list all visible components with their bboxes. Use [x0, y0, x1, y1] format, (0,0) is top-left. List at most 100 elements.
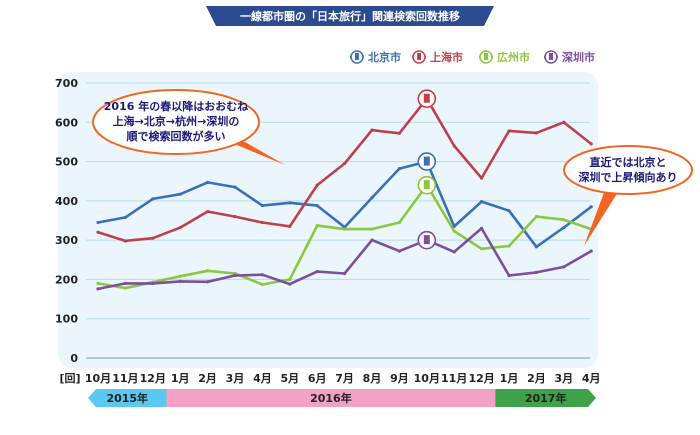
- data-point: [260, 282, 264, 287]
- data-point: [123, 286, 127, 290]
- tower-icon: [423, 180, 430, 190]
- temple-icon: [423, 156, 430, 166]
- data-point: [562, 218, 566, 222]
- callout-1-line-3: 順で検索回数が多い: [127, 129, 226, 143]
- data-point: [315, 183, 319, 187]
- data-point: [343, 161, 347, 166]
- data-point: [288, 224, 292, 228]
- data-point: [343, 227, 347, 231]
- series-markers: [417, 89, 437, 250]
- data-point: [480, 226, 484, 230]
- y-tick-label: 200: [55, 273, 78, 286]
- x-tick-label: 3月: [226, 372, 245, 385]
- data-point: [397, 167, 401, 171]
- series-points: [96, 97, 593, 291]
- legend-label: 深圳市: [562, 50, 595, 64]
- year-band-label: 2017年: [525, 391, 567, 405]
- year-band-0: [88, 389, 167, 407]
- data-point: [370, 196, 374, 200]
- data-point: [315, 269, 319, 274]
- data-point: [343, 271, 347, 276]
- data-point: [123, 215, 127, 219]
- data-point: [123, 239, 127, 243]
- data-point: [507, 244, 511, 248]
- skyline-icon: [423, 235, 430, 245]
- data-point: [206, 180, 210, 184]
- temple-icon: [355, 53, 359, 60]
- data-point: [123, 281, 127, 285]
- tower-icon: [423, 93, 430, 103]
- data-point: [589, 205, 593, 209]
- data-point: [178, 279, 182, 283]
- data-point: [452, 229, 456, 233]
- callout-1-line-2: 上海→北京→杭州→深圳の: [113, 114, 240, 128]
- callout-2-line-1: 直近では北京と: [590, 155, 667, 169]
- data-point: [233, 214, 237, 219]
- legend-label: 上海市: [430, 50, 463, 64]
- data-point: [452, 250, 456, 254]
- chart-title: 一線都市圏の「日本旅行」関連検索回数推移: [240, 9, 460, 23]
- data-point: [206, 269, 210, 273]
- x-axis-ticks: [回] 10月 11月 12月 1月 2月 3月 4月 5月 6月 7月 8月 9月 10月 11月 12月 1…: [59, 371, 600, 385]
- data-point: [370, 238, 374, 242]
- data-point: [534, 270, 539, 274]
- x-tick-label: 4月: [253, 372, 272, 385]
- y-tick-label: 100: [55, 313, 78, 326]
- data-point: [534, 245, 539, 249]
- x-tick-label: 12月: [140, 372, 166, 385]
- y-tick-label: 600: [55, 116, 78, 129]
- y-tick-label: 700: [55, 77, 78, 90]
- data-point: [151, 236, 155, 240]
- data-point: [288, 277, 292, 282]
- x-tick-label: 1月: [500, 372, 519, 385]
- callout-2-line-2: 深圳で上昇傾向あり: [579, 170, 678, 184]
- data-point: [233, 185, 237, 189]
- data-point: [589, 142, 593, 146]
- x-tick-label: 11月: [112, 372, 138, 385]
- data-point: [288, 282, 292, 286]
- x-tick-label: 3月: [554, 372, 573, 385]
- x-tick-label: 10月: [85, 372, 111, 385]
- tower-icon: [417, 53, 421, 60]
- y-tick-label: 500: [55, 156, 78, 169]
- data-point: [370, 128, 374, 132]
- data-point: [534, 131, 539, 135]
- data-point: [96, 230, 100, 234]
- year-band-label: 2015年: [106, 391, 148, 405]
- data-point: [178, 225, 182, 230]
- x-tick-label: 8月: [363, 372, 382, 385]
- year-band-label: 2016年: [310, 391, 352, 405]
- data-point: [315, 203, 319, 208]
- x-tick-label: 5月: [280, 372, 299, 385]
- y-tick-label: 0: [70, 352, 78, 365]
- x-tick-label: 12月: [468, 372, 494, 385]
- data-point: [589, 249, 593, 253]
- year-band-2: [495, 389, 596, 407]
- data-point: [370, 227, 374, 231]
- legend: 北京市 上海市 広州市 深圳市: [350, 50, 595, 64]
- x-tick-label: 11月: [441, 372, 467, 385]
- year-band-1: [166, 389, 496, 407]
- data-point: [233, 273, 237, 278]
- x-tick-label: 1月: [171, 372, 190, 385]
- skyline-icon: [549, 53, 553, 60]
- data-point: [260, 203, 264, 208]
- year-bands: 2015年 2016年 2017年: [88, 389, 596, 407]
- data-point: [480, 200, 484, 204]
- callout-1-line-1: 2016 年の春以降はおおむね: [104, 99, 248, 113]
- data-point: [206, 280, 210, 284]
- data-point: [260, 220, 264, 225]
- data-point: [480, 247, 484, 251]
- data-point: [480, 176, 484, 180]
- x-tick-label: 9月: [390, 372, 409, 385]
- data-point: [96, 220, 100, 225]
- x-unit-label: [回]: [59, 371, 80, 385]
- callout-spring-2016: 2016 年の春以降はおおむね 上海→北京→杭州→深圳の 順で検索回数が多い: [92, 89, 285, 165]
- data-point: [178, 274, 182, 278]
- y-axis-ticks: 0 100 200 300 400 500 600 700: [55, 77, 78, 365]
- x-tick-label: 2月: [527, 372, 546, 385]
- data-point: [507, 209, 511, 213]
- data-point: [315, 224, 319, 228]
- x-tick-label: 10月: [414, 372, 440, 385]
